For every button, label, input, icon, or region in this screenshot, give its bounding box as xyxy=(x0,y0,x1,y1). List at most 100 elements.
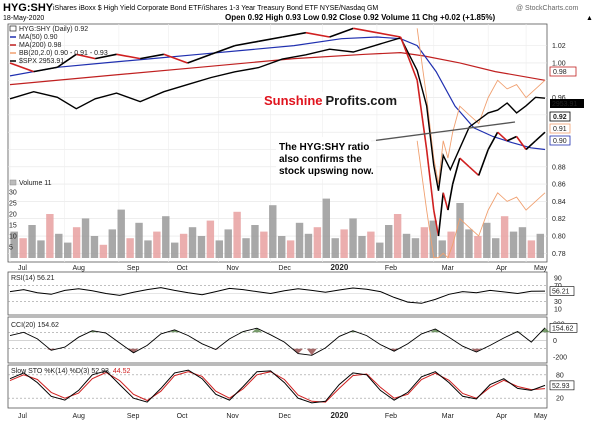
tag-ma200-text: 0.98 xyxy=(553,69,567,76)
volume-bar xyxy=(37,240,45,258)
month-label: Apr xyxy=(496,265,508,272)
price-segment xyxy=(210,44,236,56)
price-tick-label: 0.88 xyxy=(552,164,566,171)
volume-bar xyxy=(135,222,143,258)
volume-bar xyxy=(206,220,215,258)
month-label: Aug xyxy=(72,413,85,420)
legend-swatch-main xyxy=(9,25,17,32)
month-label: 2020 xyxy=(330,263,348,272)
volume-bar xyxy=(72,227,81,258)
volume-bar xyxy=(153,231,161,258)
price-segment xyxy=(376,31,401,38)
volume-bar xyxy=(251,225,259,258)
sto-axis: 80 20 52.93 xyxy=(549,372,575,403)
price-segment xyxy=(76,53,96,60)
annotation-arrow-line xyxy=(370,121,516,142)
volume-bar xyxy=(19,238,27,258)
month-label: 2020 xyxy=(330,411,348,420)
quote-line: Open 0.92 High 0.93 Low 0.92 Close 0.92 … xyxy=(225,13,496,22)
sto-tick-label: 80 xyxy=(556,372,564,379)
annotation-line-3: stock upswing now. xyxy=(279,166,374,177)
sto-series xyxy=(8,369,547,404)
volume-bar xyxy=(197,236,206,258)
tag-close-text: 0.92 xyxy=(553,114,567,121)
sto-panel xyxy=(7,364,548,409)
volume-bar xyxy=(509,231,518,258)
cci-negative-area xyxy=(306,348,317,356)
price-tick-label: 0.96 xyxy=(552,95,566,102)
ma200-line xyxy=(9,51,546,86)
volume-bar xyxy=(46,214,54,258)
price-segment xyxy=(497,131,508,142)
price-tick-label: 1.00 xyxy=(552,60,566,67)
volume-bar xyxy=(456,203,464,258)
chart-date: 18-May-2020 xyxy=(3,15,44,22)
up-arrow-icon: ▲ xyxy=(586,15,593,22)
rsi-axis: 9070301056.21 xyxy=(549,275,575,314)
price-tick-label: 0.86 xyxy=(552,182,566,189)
price-segment xyxy=(33,66,58,73)
volume-bar xyxy=(224,229,232,258)
volume-bar xyxy=(242,238,250,258)
volume-bar xyxy=(28,225,36,258)
price-segment xyxy=(425,149,435,211)
cci-negative-area xyxy=(128,348,139,353)
sto-value-text: 52.93 xyxy=(552,383,570,390)
price-segment xyxy=(163,53,188,64)
cci-positive-area xyxy=(540,327,550,333)
annotation: The HYG:SHY ratio also confirms the stoc… xyxy=(276,121,516,179)
sto-label-main: Slow STO %K(14) %D(3) 52.93, xyxy=(11,368,111,375)
sto-tick-label: 20 xyxy=(556,396,564,403)
tag-close xyxy=(549,111,571,122)
spx-line xyxy=(9,36,546,191)
rsi-tick-label: 90 xyxy=(554,275,562,282)
chart-description: iShares iBoxx $ High Yield Corporate Bon… xyxy=(53,5,378,12)
cci-value-text: 154.62 xyxy=(552,325,574,332)
month-label: Mar xyxy=(442,265,455,272)
price-segment xyxy=(305,31,330,38)
volume-bar xyxy=(340,229,348,258)
tag-spx-text: 2953.91 xyxy=(552,101,577,108)
legend-ma50: MA(50) 0.90 xyxy=(19,34,58,41)
logo-part-sunshine: Sunshine xyxy=(264,93,323,108)
price-segment xyxy=(416,80,428,150)
sto-d-line xyxy=(9,371,546,403)
logo-part-profits: Profits xyxy=(326,93,367,108)
volume-bar xyxy=(349,218,357,258)
volume-bar xyxy=(304,233,313,258)
volume-bar xyxy=(483,222,491,258)
price-segment xyxy=(451,157,461,185)
volume-bar xyxy=(331,238,339,258)
price-segment xyxy=(534,131,546,142)
volume-bar xyxy=(367,231,375,258)
volume-tick-label: 25 xyxy=(9,201,17,208)
price-segment xyxy=(525,140,537,151)
volume-tick-label: 30 xyxy=(9,190,17,197)
cci-series xyxy=(8,327,550,356)
volume-bar xyxy=(358,236,366,258)
price-segment xyxy=(9,62,34,73)
month-label: Nov xyxy=(226,265,239,272)
volume-bar xyxy=(64,242,72,258)
volume-bar xyxy=(10,231,18,258)
volume-bar xyxy=(518,227,527,258)
price-tick-label: 0.82 xyxy=(552,216,566,223)
volume-bar xyxy=(179,233,188,258)
volume-bar xyxy=(286,240,295,258)
volume-tick-label: 10 xyxy=(9,234,17,241)
volume-bar xyxy=(385,225,393,258)
volume-bar xyxy=(295,222,304,258)
volume-bar xyxy=(171,242,179,258)
bb-upper-line xyxy=(416,28,546,185)
cci-tick-label: -200 xyxy=(553,354,567,361)
volume-tick-label: 20 xyxy=(9,212,17,219)
value-tags: 0.98 2953.91 0.92 0.91 0.90 xyxy=(549,66,584,146)
volume-bar xyxy=(215,240,223,258)
logo-text: Sunshine Profits.com xyxy=(264,93,397,108)
month-label: Sep xyxy=(127,265,140,272)
month-label: Jul xyxy=(18,265,27,272)
price-segment xyxy=(116,53,141,60)
price-segment xyxy=(187,53,212,64)
volume-bar xyxy=(438,240,446,258)
